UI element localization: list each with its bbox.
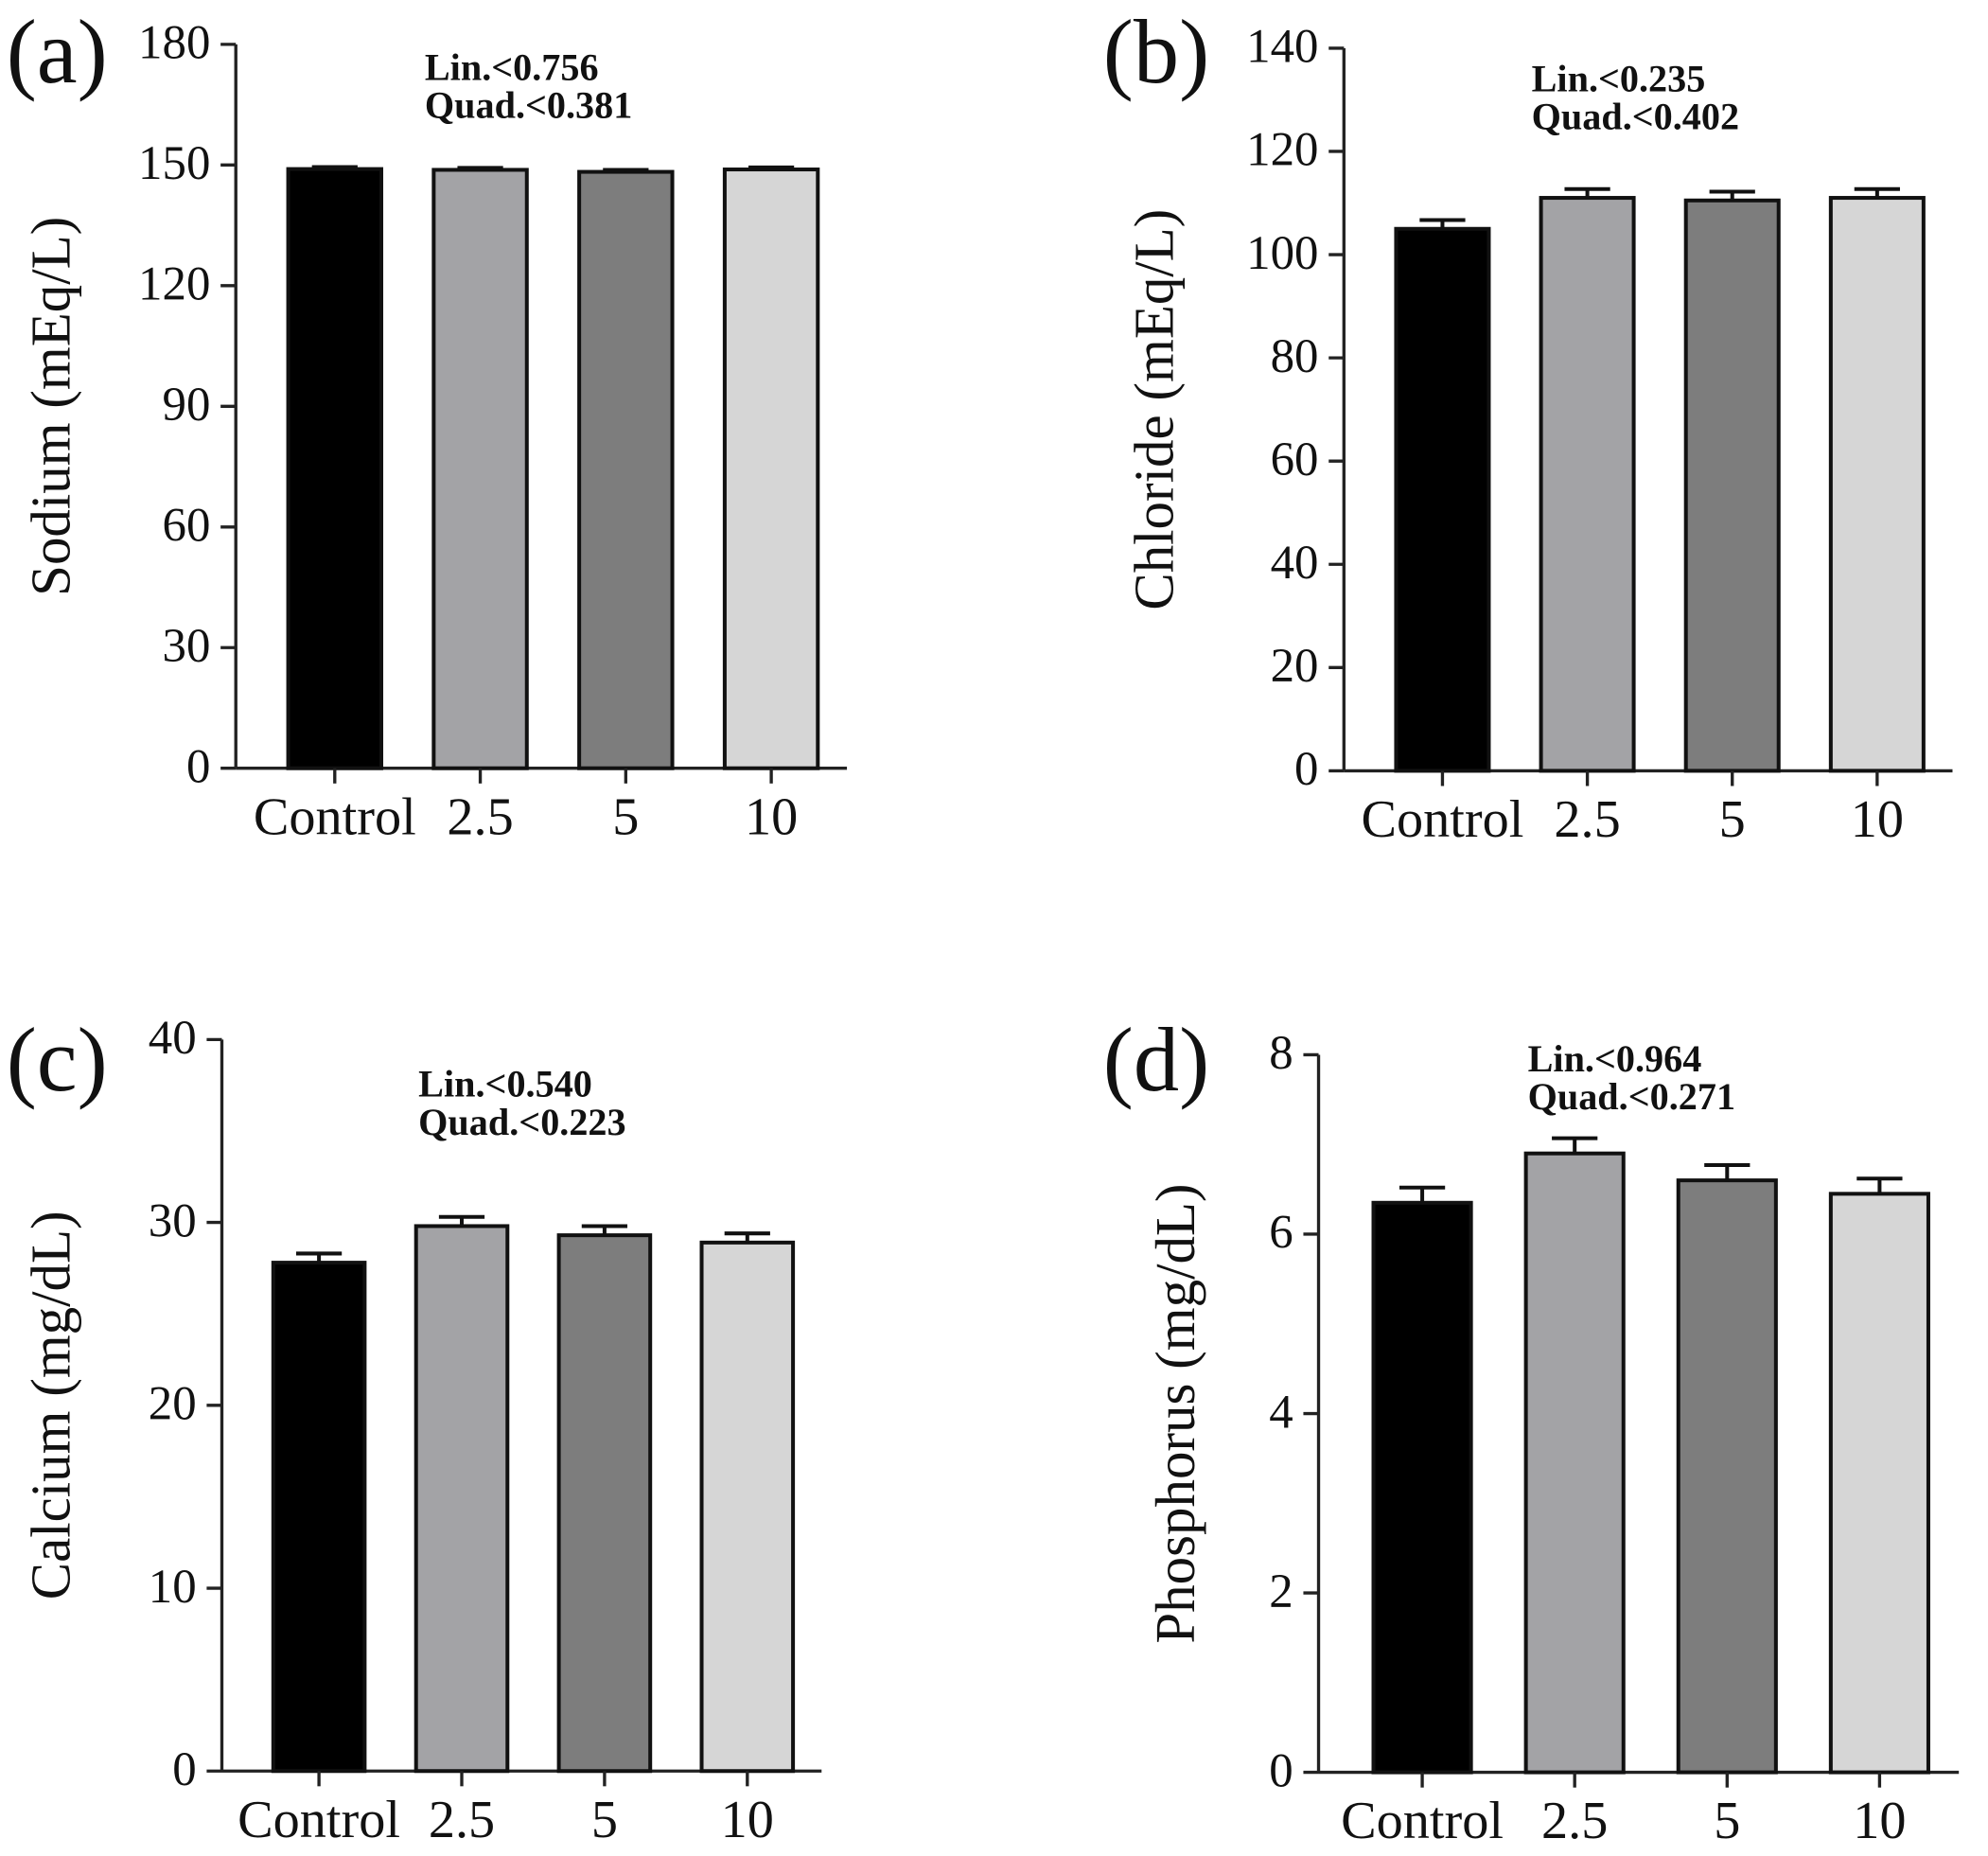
x-tick-label: 5: [612, 787, 639, 846]
stat-annotation: Quad.<0.381: [425, 84, 632, 127]
y-tick-label: 30: [163, 620, 211, 673]
x-tick-label: 2.5: [1541, 1792, 1608, 1850]
x-tick-label: 2.5: [1554, 790, 1620, 849]
y-tick-label: 20: [149, 1378, 197, 1431]
panel-letter: (c): [7, 1009, 108, 1110]
x-tick-label: 10: [721, 1791, 774, 1849]
x-tick-label: Control: [238, 1791, 400, 1849]
bar: [1523, 1151, 1626, 1775]
y-tick-label: 4: [1269, 1386, 1293, 1439]
y-axis-title: Sodium (mEq/L): [20, 217, 82, 596]
y-tick-label: 140: [1246, 21, 1318, 74]
stat-annotation: Lin.<0.235: [1532, 57, 1706, 99]
y-axis-title: Calcium (mg/dL): [20, 1211, 82, 1600]
bar: [1828, 1192, 1930, 1775]
bar: [1676, 1178, 1778, 1775]
y-tick-label: 120: [138, 258, 210, 311]
y-tick-label: 30: [149, 1194, 197, 1247]
panel-letter: (d): [1103, 1009, 1209, 1110]
x-tick-label: 10: [745, 787, 798, 846]
y-tick-label: 0: [172, 1743, 196, 1796]
y-tick-label: 150: [138, 137, 210, 190]
y-tick-label: 40: [149, 1012, 197, 1065]
x-tick-label: 5: [1714, 1792, 1740, 1850]
y-tick-label: 90: [163, 379, 211, 432]
x-tick-label: 5: [1719, 790, 1746, 849]
y-tick-label: 60: [1271, 433, 1319, 486]
y-axis-title: Phosphorus (mg/dL): [1144, 1183, 1206, 1643]
bar: [577, 169, 675, 770]
stat-annotation: Quad.<0.271: [1528, 1075, 1735, 1118]
bar: [286, 167, 384, 770]
stat-annotation: Quad.<0.223: [418, 1101, 625, 1143]
x-tick-label: Control: [1341, 1792, 1504, 1850]
y-axis-title: Chloride (mEq/L): [1122, 209, 1185, 610]
y-tick-label: 8: [1269, 1027, 1293, 1080]
x-tick-label: Control: [1361, 790, 1523, 849]
bar: [1371, 1200, 1473, 1775]
panel-letter: (a): [7, 1, 108, 102]
x-tick-label: 5: [591, 1791, 618, 1849]
y-tick-label: 120: [1246, 124, 1318, 177]
stat-annotation: Lin.<0.540: [418, 1063, 592, 1105]
y-tick-label: 10: [149, 1561, 197, 1614]
y-tick-label: 80: [1271, 330, 1319, 383]
panel-letter: (b): [1103, 1, 1209, 102]
y-tick-label: 20: [1271, 640, 1319, 693]
x-tick-label: Control: [254, 787, 416, 846]
bar: [699, 1240, 796, 1774]
x-tick-label: 10: [1851, 790, 1904, 849]
y-tick-label: 180: [138, 17, 210, 70]
y-tick-label: 2: [1269, 1565, 1293, 1618]
y-tick-label: 0: [1269, 1744, 1293, 1797]
x-tick-label: 2.5: [429, 1791, 495, 1849]
y-tick-label: 0: [186, 740, 210, 793]
y-tick-label: 0: [1294, 743, 1318, 796]
y-tick-label: 40: [1271, 537, 1319, 590]
stat-annotation: Quad.<0.402: [1532, 96, 1739, 138]
stat-annotation: Lin.<0.964: [1528, 1037, 1702, 1080]
y-tick-label: 6: [1269, 1207, 1293, 1260]
bar: [1394, 226, 1491, 773]
stat-annotation: Lin.<0.756: [425, 45, 599, 88]
bar: [722, 168, 820, 770]
x-tick-label: 10: [1853, 1792, 1906, 1850]
y-tick-label: 100: [1246, 227, 1318, 280]
y-tick-label: 60: [163, 500, 211, 553]
x-tick-label: 2.5: [447, 787, 513, 846]
